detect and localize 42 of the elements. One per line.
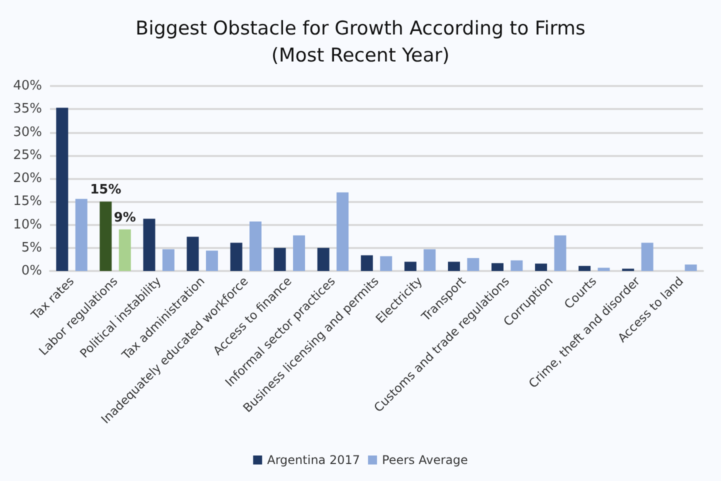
bar	[56, 108, 68, 271]
bar	[360, 255, 373, 271]
bar	[143, 218, 156, 271]
bar	[118, 229, 131, 271]
bar	[293, 235, 306, 271]
bar	[448, 262, 460, 271]
bar	[206, 250, 218, 271]
bar	[641, 242, 654, 271]
bar	[684, 264, 697, 271]
y-tick-label: 40%	[13, 78, 42, 94]
bar	[380, 256, 392, 271]
bar	[317, 248, 330, 271]
data-label: 9%	[114, 210, 136, 226]
y-tick-label: 15%	[13, 194, 42, 210]
bar	[598, 268, 610, 271]
bar	[467, 258, 480, 271]
bar	[336, 192, 349, 271]
bar	[274, 248, 286, 271]
y-tick-label: 25%	[13, 148, 42, 163]
legend-label: Argentina 2017	[267, 453, 360, 467]
y-tick-label: 20%	[13, 171, 42, 186]
bar	[75, 198, 88, 271]
bar	[186, 236, 199, 271]
bar	[578, 266, 591, 271]
y-tick-label: 0%	[21, 264, 42, 278]
bar	[554, 235, 566, 271]
bar	[230, 242, 242, 271]
chart-title: Biggest Obstacle for Growth According to Firms (Most Recent Year)	[136, 18, 586, 66]
y-tick-label: 35%	[13, 102, 42, 117]
y-tick-label: 10%	[13, 217, 42, 232]
bar	[100, 202, 112, 271]
bar	[492, 263, 504, 271]
bar	[535, 264, 548, 271]
bar	[162, 249, 174, 271]
bar	[510, 260, 523, 271]
bar	[424, 249, 436, 271]
bar	[404, 262, 416, 271]
y-tick-label: 5%	[21, 240, 42, 256]
legend-label: Peers Average	[382, 453, 468, 467]
bar	[250, 222, 262, 271]
y-tick-label: 30%	[13, 124, 42, 140]
data-label: 15%	[90, 182, 122, 198]
